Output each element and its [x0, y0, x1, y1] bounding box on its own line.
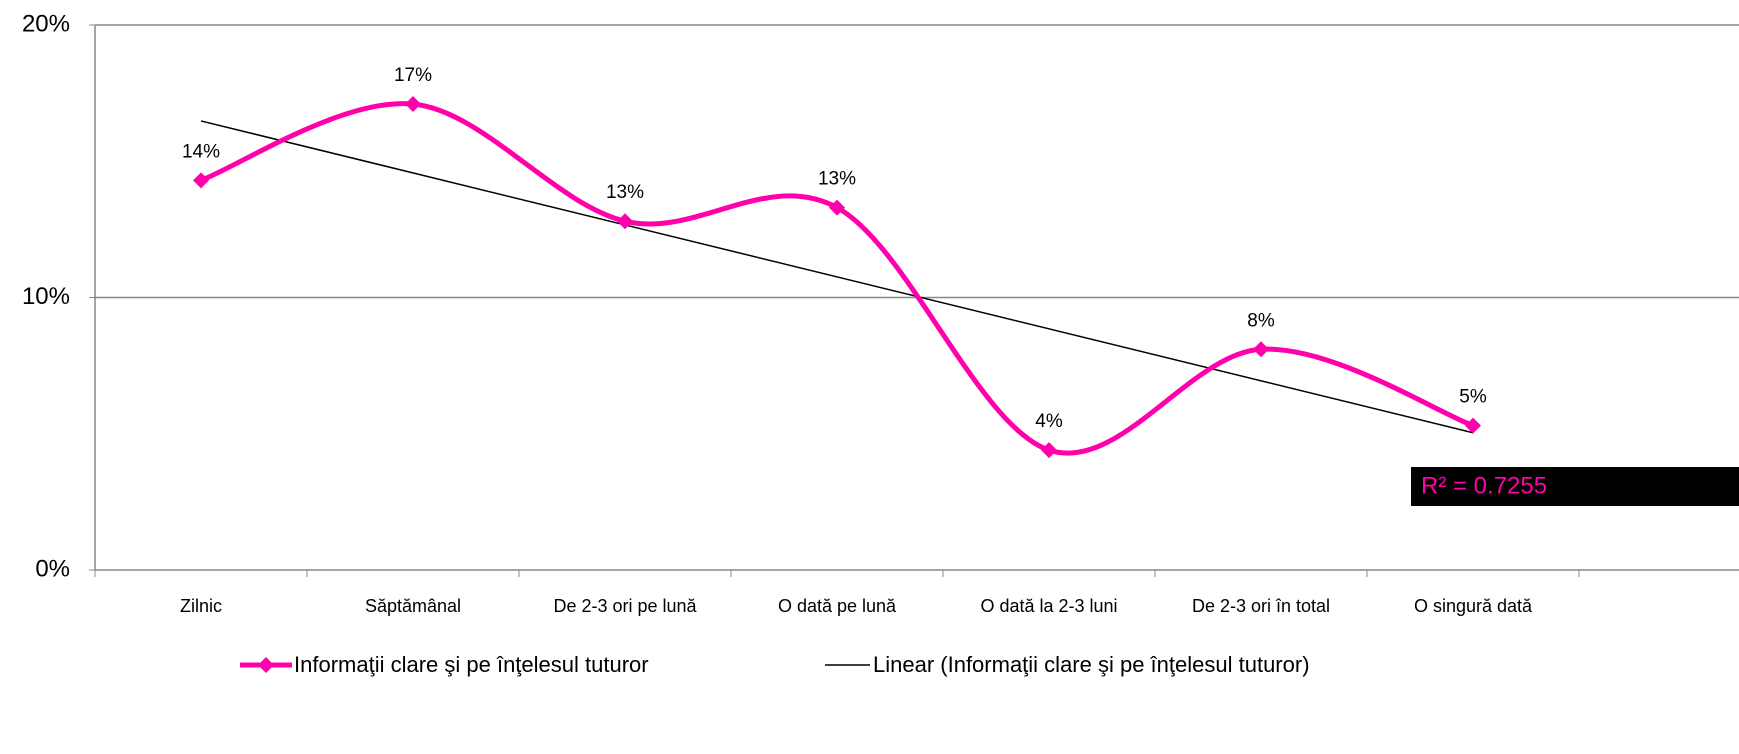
data-label: 13% — [818, 169, 856, 190]
data-label: 4% — [1035, 411, 1063, 432]
legend-marker — [258, 657, 274, 673]
r-squared-label: R² = 0.7255 — [1421, 472, 1547, 499]
series-line — [200, 101, 1474, 456]
data-label: 14% — [182, 141, 220, 162]
x-tick-label: O singură dată — [1414, 596, 1533, 616]
data-label: 13% — [606, 182, 644, 203]
r-squared-box — [1411, 467, 1739, 506]
marker — [829, 199, 845, 216]
marker — [1253, 341, 1269, 358]
x-tick-label: De 2-3 ori pe lună — [553, 596, 697, 616]
x-tick-label: O dată pe lună — [778, 596, 897, 616]
y-tick-label: 20% — [22, 10, 70, 37]
y-tick-label: 10% — [22, 283, 70, 310]
x-tick-label: Zilnic — [180, 596, 222, 616]
data-label: 17% — [394, 65, 432, 86]
marker — [1465, 417, 1481, 434]
data-label: 5% — [1459, 387, 1487, 408]
marker — [1041, 442, 1057, 459]
x-tick-label: De 2-3 ori în total — [1192, 596, 1330, 616]
marker — [193, 172, 209, 189]
marker — [405, 96, 421, 113]
y-tick-label: 0% — [35, 555, 70, 582]
legend-label: Linear (Informaţii clare şi pe înţelesul… — [873, 652, 1310, 677]
data-label: 8% — [1247, 310, 1275, 331]
legend-label: Informaţii clare şi pe înţelesul tuturor — [294, 652, 649, 677]
x-tick-label: Săptămânal — [365, 596, 461, 616]
x-tick-label: O dată la 2-3 luni — [980, 596, 1117, 616]
trend-line — [200, 120, 1474, 434]
marker — [617, 213, 633, 230]
